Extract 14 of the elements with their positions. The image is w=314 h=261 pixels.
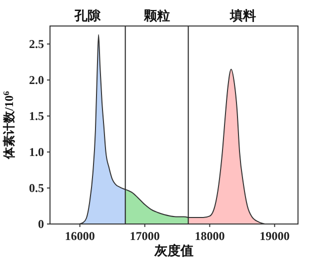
y-tick-label: 2.0	[29, 73, 44, 87]
x-axis-title: 灰度值	[154, 243, 194, 258]
y-tick-label: 1.5	[29, 109, 44, 123]
x-tick-label: 17000	[130, 229, 160, 243]
x-tick-label: 16000	[64, 229, 95, 243]
text: 孔隙	[74, 8, 102, 23]
y-tick-label: 0	[38, 217, 44, 231]
y-tick-label: 0.5	[29, 181, 44, 195]
y-tick-label: 2.5	[29, 37, 44, 51]
text: 颗粒	[142, 8, 170, 23]
y-tick-label: 1.0	[29, 145, 44, 159]
text: 填料	[229, 8, 256, 23]
x-tick-label: 18000	[194, 229, 225, 243]
x-tick-label: 19000	[260, 229, 290, 243]
